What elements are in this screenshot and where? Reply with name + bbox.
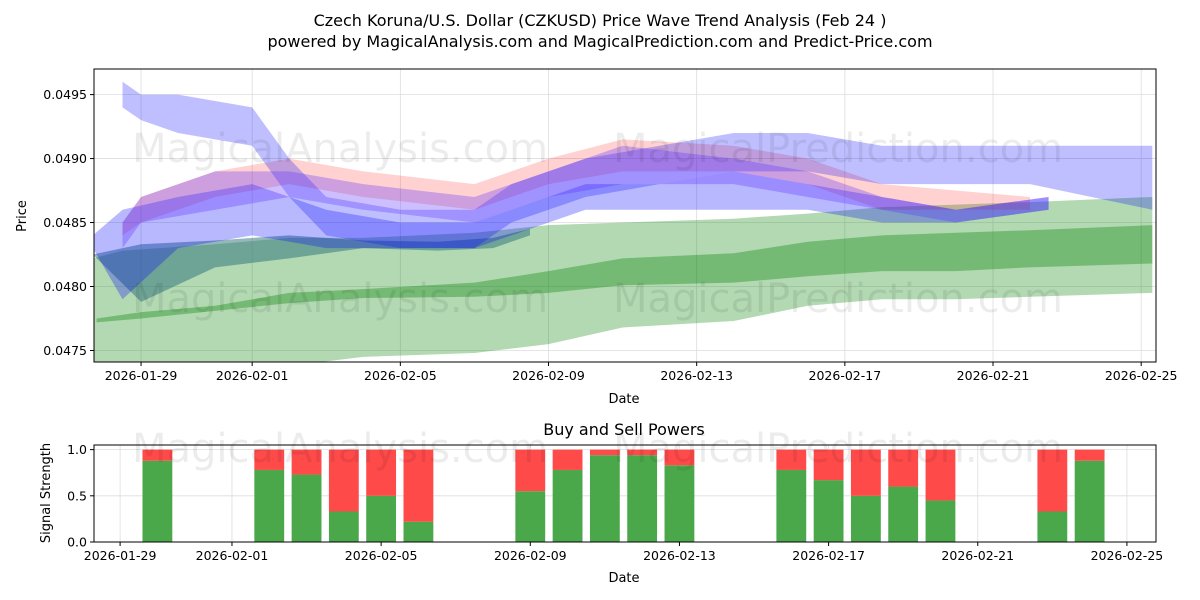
price-wave-chart: 2026-01-29 2026-02-01 2026-02-05 2026-02-09… — [43, 68, 1178, 383]
bands — [94, 81, 1153, 362]
y-axis-label: Price — [15, 200, 30, 232]
sell-bar — [850, 449, 881, 496]
buy-bar — [627, 455, 658, 542]
band-red — [122, 139, 1031, 236]
bar-y-axis-label: Signal Strength — [39, 443, 54, 543]
sell-bar — [403, 449, 434, 522]
x-tick-label: 2026-02-21 — [957, 368, 1030, 383]
buy-bar — [1037, 511, 1068, 542]
buy-bar — [888, 486, 919, 542]
sell-bar — [925, 449, 956, 501]
chart-subtitle: powered by MagicalAnalysis.com and Magic… — [267, 32, 932, 51]
y-tick-label: 0.0475 — [43, 343, 87, 358]
buy-bar — [813, 480, 844, 542]
x-tick-label: 2026-02-13 — [643, 548, 716, 563]
y-tick-label: 0.0495 — [43, 87, 87, 102]
x-tick-label: 2026-02-01 — [216, 368, 289, 383]
y-tick-label: 0.0 — [67, 535, 87, 550]
buy-bar — [1074, 460, 1105, 542]
x-tick-label: 2026-02-05 — [345, 548, 418, 563]
buy-bar — [403, 521, 434, 542]
x-tick-label: 2026-02-21 — [941, 548, 1014, 563]
buy-sell-chart: 2026-01-29 2026-02-01 2026-02-05 2026-02-09… — [67, 426, 1163, 563]
x-tick-label: 2026-02-13 — [660, 368, 733, 383]
buy-bar — [850, 495, 881, 542]
chart-title: Czech Koruna/U.S. Dollar (CZKUSD) Price … — [314, 11, 887, 30]
sell-bar — [328, 449, 359, 512]
sell-bar — [888, 449, 919, 487]
buy-bar — [515, 491, 546, 542]
buy-bar — [925, 500, 956, 542]
sell-bar — [1074, 449, 1105, 461]
plot-frame — [93, 68, 1157, 363]
buy-bar — [142, 460, 173, 542]
bar-x-axis-label: Date — [608, 571, 639, 586]
x-tick-label: 2026-02-17 — [792, 548, 865, 563]
x-tick-label: 2026-02-09 — [512, 368, 585, 383]
bar-chart-title: Buy and Sell Powers — [543, 420, 705, 439]
x-tick-label: 2026-02-25 — [1091, 548, 1164, 563]
buy-bar — [291, 474, 322, 542]
watermark: MagicalPrediction.com — [613, 276, 1063, 322]
x-tick-label: 2026-02-05 — [364, 368, 437, 383]
buy-bar — [254, 469, 285, 542]
y-tick-label: 1.0 — [67, 442, 87, 457]
buy-bar — [552, 469, 583, 542]
watermark: MagicalAnalysis.com — [132, 426, 548, 472]
sell-bar — [589, 449, 620, 456]
sell-bar — [664, 449, 695, 466]
y-tick-label: 0.0485 — [43, 215, 87, 230]
band-blue-1 — [122, 81, 1153, 249]
buy-bar — [328, 511, 359, 542]
sell-bar — [552, 449, 583, 470]
watermark: MagicalAnalysis.com — [132, 126, 548, 172]
plot-frame — [93, 444, 1157, 543]
buy-bar — [776, 469, 807, 542]
x-tick-label: 2026-01-29 — [105, 368, 178, 383]
x-tick-label: 2026-01-29 — [84, 548, 157, 563]
sell-bar — [1037, 449, 1068, 512]
band-blue-3 — [122, 145, 1049, 249]
sell-bar — [291, 449, 322, 475]
band-blue-2 — [94, 171, 1049, 300]
buy-bar — [664, 465, 695, 542]
y-tick-label: 0.0490 — [43, 151, 87, 166]
y-tick-label: 0.5 — [67, 488, 87, 503]
x-tick-label: 2026-02-25 — [1105, 368, 1178, 383]
sell-bar — [254, 449, 285, 470]
sell-bar — [627, 449, 658, 456]
y-tick-label: 0.0480 — [43, 279, 87, 294]
x-axis-label: Date — [608, 392, 639, 407]
watermark: MagicalPrediction.com — [613, 126, 1063, 172]
watermark: MagicalAnalysis.com — [132, 276, 548, 322]
buy-bar — [589, 455, 620, 542]
watermark: MagicalPrediction.com — [613, 426, 1063, 472]
x-tick-label: 2026-02-01 — [196, 548, 269, 563]
buy-bar — [366, 495, 397, 542]
band-green-inner — [96, 225, 1153, 323]
sell-bar — [515, 449, 546, 492]
band-green-outer — [94, 196, 1153, 362]
x-tick-label: 2026-02-17 — [809, 368, 882, 383]
sell-bar — [142, 449, 173, 461]
sell-bar — [776, 449, 807, 470]
x-tick-label: 2026-02-09 — [494, 548, 567, 563]
band-teal — [94, 228, 530, 302]
sell-bar — [813, 449, 844, 481]
sell-bar — [366, 449, 397, 496]
